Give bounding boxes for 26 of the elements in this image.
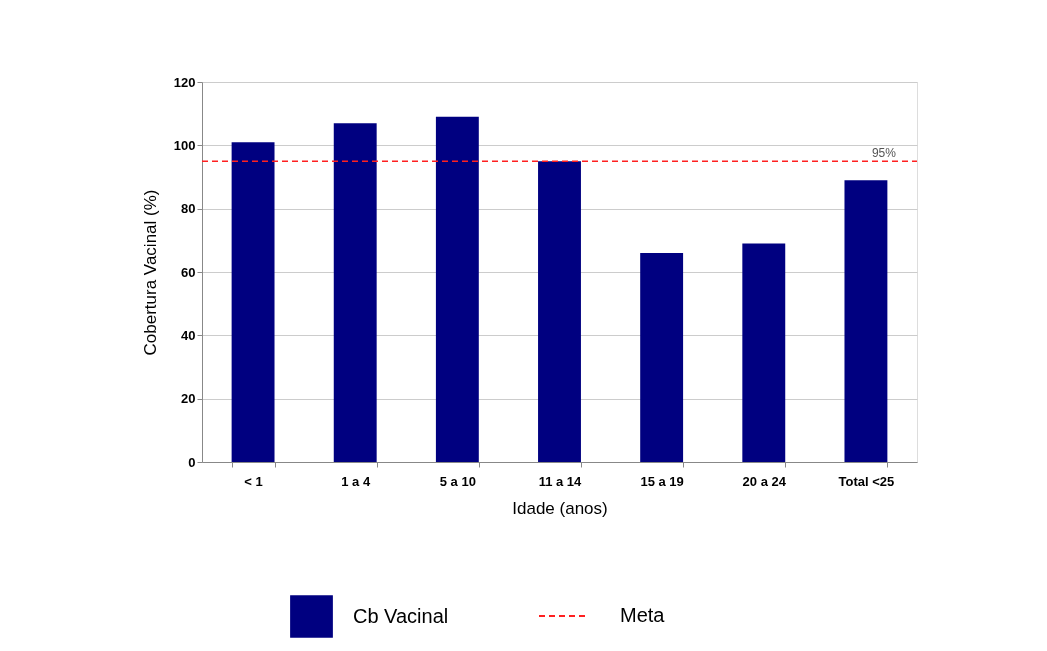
y-axis-title: Cobertura Vacinal (%) xyxy=(140,189,160,356)
y-tick-label: 80 xyxy=(181,201,196,217)
bar xyxy=(640,253,684,462)
y-tick-label: 0 xyxy=(188,454,196,470)
bar xyxy=(844,180,888,462)
x-axis-title: Idade (anos) xyxy=(512,498,608,518)
y-tick-label: 60 xyxy=(181,264,196,280)
y-tick-label: 20 xyxy=(181,391,196,407)
y-tick-label: 120 xyxy=(173,74,196,90)
x-tick-label: 20 a 24 xyxy=(742,473,787,489)
legend-label: Cb Vacinal xyxy=(353,604,449,627)
legend-label: Meta xyxy=(620,604,666,626)
x-tick-label: 1 a 4 xyxy=(341,473,371,489)
bar xyxy=(333,123,377,462)
x-tick-label: Total <25 xyxy=(838,473,895,489)
bar xyxy=(231,142,275,462)
annotation: 95% xyxy=(871,146,897,161)
y-tick-label: 40 xyxy=(181,327,196,343)
bar xyxy=(435,116,479,462)
x-tick-label: < 1 xyxy=(244,473,263,489)
bar xyxy=(742,243,786,462)
x-tick-label: 11 a 14 xyxy=(538,473,583,489)
x-tick-label: 5 a 10 xyxy=(439,473,476,489)
bar xyxy=(538,161,581,462)
x-tick-label: 15 a 19 xyxy=(640,473,684,489)
y-tick-label: 100 xyxy=(173,137,196,153)
